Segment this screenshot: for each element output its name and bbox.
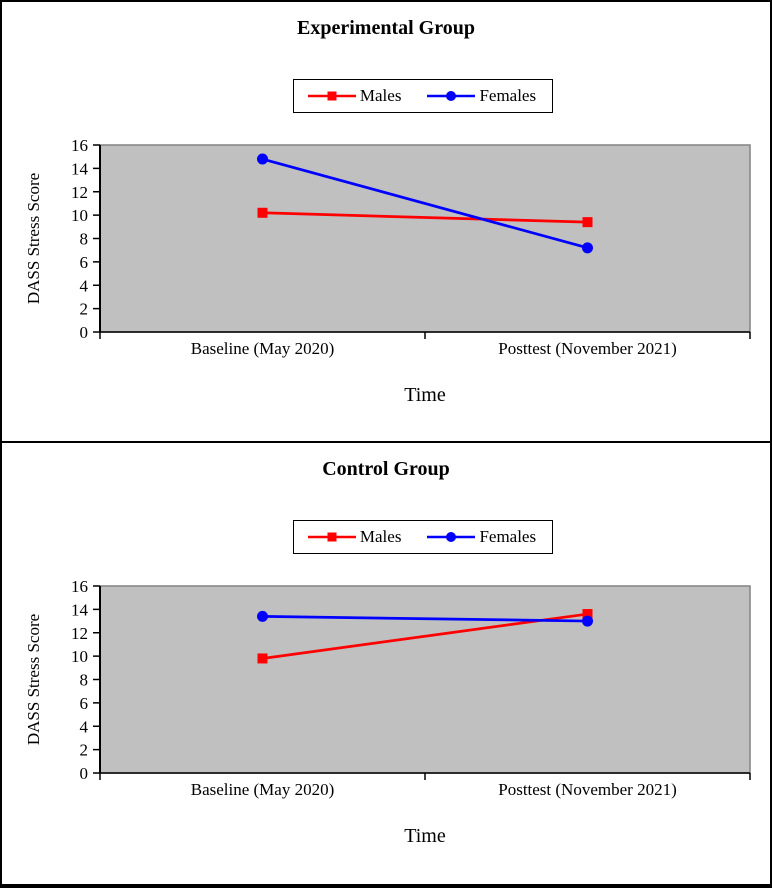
experimental-group-chart: 0 2 4 6 8 10 12 14 16 Baseline (May 2020) Posttest…	[24, 136, 751, 406]
legend-control: Males Females	[292, 520, 554, 554]
legend-label-males: Males	[359, 86, 402, 105]
svg-text:4: 4	[80, 717, 89, 736]
svg-text:DASS Stress Score: DASS Stress Score	[24, 614, 43, 745]
svg-text:12: 12	[71, 183, 88, 202]
svg-text:8: 8	[80, 671, 89, 690]
svg-text:6: 6	[80, 694, 89, 713]
svg-text:2: 2	[80, 300, 89, 319]
males-line-marker-icon	[307, 91, 356, 101]
svg-text:Posttest (November 2021): Posttest (November 2021)	[498, 780, 676, 799]
svg-text:14: 14	[71, 600, 89, 619]
chart-title-control: Control Group	[322, 458, 450, 480]
females-line-marker-icon	[427, 91, 476, 101]
legend-row: Males Females	[39, 79, 770, 113]
svg-text:Baseline (May 2020): Baseline (May 2020)	[191, 339, 335, 358]
svg-text:12: 12	[71, 624, 88, 643]
svg-text:0: 0	[80, 764, 89, 783]
svg-text:8: 8	[80, 230, 89, 249]
legend-label-males: Males	[359, 527, 402, 546]
svg-text:Time: Time	[404, 825, 446, 847]
legend-item-males: Males	[307, 527, 402, 547]
legend-item-females: Females	[427, 527, 536, 547]
legend-label-females: Females	[479, 527, 537, 546]
svg-text:6: 6	[80, 253, 89, 272]
svg-text:Baseline (May 2020): Baseline (May 2020)	[191, 780, 335, 799]
svg-text:4: 4	[80, 276, 89, 295]
legend-experimental: Males Females	[292, 79, 554, 113]
legend-item-females: Females	[427, 86, 536, 106]
legend-item-males: Males	[307, 86, 402, 106]
legend-row: Males Females	[39, 520, 770, 554]
chart-title-experimental: Experimental Group	[297, 17, 475, 39]
experimental-group-panel: Experimental Group Males Females 0 2 4 6 8 10…	[0, 0, 772, 443]
males-line-marker-icon	[307, 532, 356, 542]
control-group-panel: Control Group Males Females 0 2 4 6 8 10 12 14 1…	[0, 443, 772, 888]
svg-text:16: 16	[71, 577, 88, 596]
svg-text:10: 10	[71, 206, 88, 225]
svg-text:Time: Time	[404, 384, 446, 406]
svg-text:14: 14	[71, 159, 89, 178]
svg-text:0: 0	[80, 323, 89, 342]
svg-text:2: 2	[80, 741, 89, 760]
svg-text:16: 16	[71, 136, 88, 155]
legend-label-females: Females	[479, 86, 537, 105]
females-line-marker-icon	[427, 532, 476, 542]
svg-text:10: 10	[71, 647, 88, 666]
control-group-chart: 0 2 4 6 8 10 12 14 16 Baseline (May 2020) Posttest…	[24, 577, 751, 847]
svg-text:DASS Stress Score: DASS Stress Score	[24, 173, 43, 304]
svg-text:Posttest (November 2021): Posttest (November 2021)	[498, 339, 676, 358]
